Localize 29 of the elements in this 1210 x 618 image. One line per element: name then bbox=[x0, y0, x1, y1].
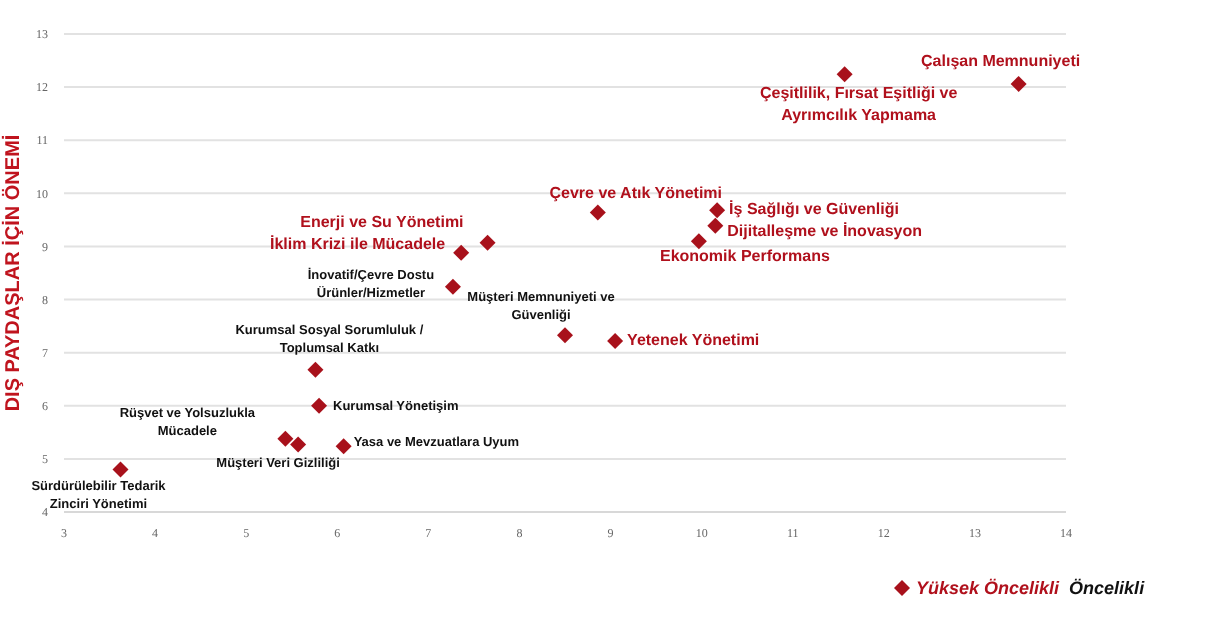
annotation: Ekonomik Performans bbox=[659, 247, 831, 266]
point bbox=[335, 438, 352, 455]
annotation: Yetenek Yönetimi bbox=[627, 331, 760, 350]
y-axis-title: DIŞ PAYDAŞLAR İÇİN ÖNEMİ bbox=[1, 134, 26, 412]
point bbox=[307, 361, 324, 378]
annotation: Çeşitlilik, Fırsat Eşitliği ve Ayrımcılık Yapmama bbox=[759, 84, 959, 125]
point bbox=[311, 397, 328, 414]
annotation: İklim Krizi ile Mücadele bbox=[269, 235, 447, 254]
point bbox=[557, 327, 573, 344]
point bbox=[707, 217, 724, 234]
point bbox=[836, 66, 853, 83]
point bbox=[290, 436, 307, 453]
point bbox=[453, 244, 470, 261]
point bbox=[444, 278, 461, 295]
annotation: İş Sağlığı ve Güvenliği bbox=[729, 200, 899, 219]
point bbox=[1010, 75, 1027, 92]
point bbox=[277, 430, 294, 447]
annotation: Enerji ve Su Yönetimi bbox=[300, 212, 464, 231]
point bbox=[690, 233, 707, 250]
point bbox=[607, 332, 624, 349]
annotation: Dijitalleşme ve İnovasyon bbox=[727, 221, 923, 240]
legend-label: Yüksek Öncelikli bbox=[916, 578, 1060, 598]
annotation: Çalışan Memnuniyeti bbox=[921, 52, 1081, 71]
text: Öncelikli bbox=[1069, 578, 1145, 598]
point bbox=[589, 204, 606, 221]
point bbox=[479, 234, 496, 251]
point bbox=[709, 202, 726, 219]
point bbox=[112, 461, 129, 478]
annotation: Çevre ve Atık Yönetimi bbox=[549, 184, 723, 203]
